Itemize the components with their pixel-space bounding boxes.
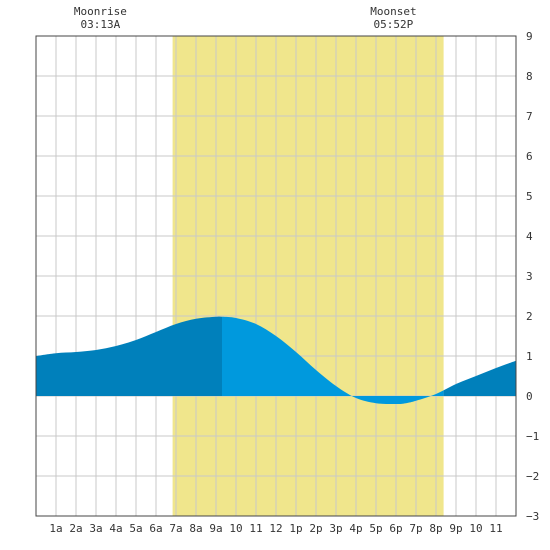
tide-area-layer	[36, 316, 516, 405]
x-tick-label: 8a	[189, 522, 202, 535]
x-tick-label: 6p	[389, 522, 402, 535]
x-tick-label: 1p	[289, 522, 302, 535]
moonrise-time: 03:13A	[81, 18, 121, 31]
y-tick-label: 5	[526, 190, 533, 203]
x-tick-label: 6a	[149, 522, 162, 535]
moonset-label: Moonset	[370, 5, 416, 18]
x-tick-label: 2p	[309, 522, 322, 535]
y-tick-label: 0	[526, 390, 533, 403]
x-tick-label: 5a	[129, 522, 142, 535]
x-tick-label: 4a	[109, 522, 122, 535]
y-tick-label: 8	[526, 70, 533, 83]
x-tick-label: 4p	[349, 522, 362, 535]
x-tick-label: 7a	[169, 522, 182, 535]
x-tick-label: 11	[489, 522, 502, 535]
x-tick-label: 9p	[449, 522, 462, 535]
y-tick-label: 9	[526, 30, 533, 43]
x-tick-label: 10	[469, 522, 482, 535]
y-tick-label: −1	[526, 430, 539, 443]
y-tick-labels: −3 −2 −1 0 1 2 3 4 5 6 7 8 9	[526, 30, 539, 523]
x-tick-label: 5p	[369, 522, 382, 535]
y-tick-label: −3	[526, 510, 539, 523]
moonset-time: 05:52P	[374, 18, 414, 31]
x-tick-labels: 1a 2a 3a 4a 5a 6a 7a 8a 9a 10 11 12 1p 2p 3p 4p 5p 6p 7p 8p…	[49, 522, 502, 535]
x-tick-label: 3p	[329, 522, 342, 535]
x-tick-label: 12	[269, 522, 282, 535]
tide-area-rising	[36, 316, 222, 396]
x-tick-label: 2a	[69, 522, 82, 535]
x-tick-label: 9a	[209, 522, 222, 535]
y-tick-label: 7	[526, 110, 533, 123]
y-tick-label: 6	[526, 150, 533, 163]
y-tick-label: 3	[526, 270, 533, 283]
x-tick-label: 7p	[409, 522, 422, 535]
x-tick-label: 11	[249, 522, 262, 535]
tide-area-daylight	[222, 316, 444, 405]
x-tick-label: 1a	[49, 522, 62, 535]
y-tick-label: 4	[526, 230, 533, 243]
x-tick-label: 3a	[89, 522, 102, 535]
tide-area-evening	[443, 360, 516, 396]
moonrise-label: Moonrise	[74, 5, 127, 18]
plot-border	[35, 35, 517, 517]
x-tick-label: 10	[229, 522, 242, 535]
y-tick-label: 2	[526, 310, 533, 323]
x-tick-label: 8p	[429, 522, 442, 535]
grid-layer	[36, 36, 516, 516]
y-tick-label: −2	[526, 470, 539, 483]
y-tick-label: 1	[526, 350, 533, 363]
